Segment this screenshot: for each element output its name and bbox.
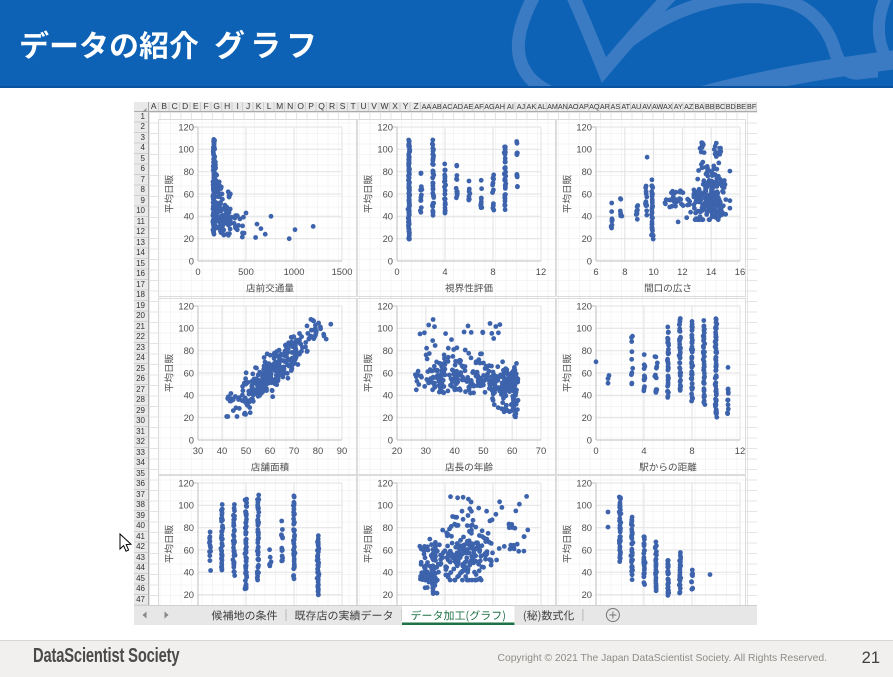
svg-text:90: 90 — [337, 445, 347, 456]
svg-text:100: 100 — [377, 323, 393, 334]
svg-text:100: 100 — [576, 144, 592, 155]
svg-text:16: 16 — [735, 266, 745, 277]
svg-text:0: 0 — [587, 255, 592, 266]
svg-text:120: 120 — [377, 477, 393, 488]
svg-text:60: 60 — [184, 544, 194, 555]
svg-text:80: 80 — [383, 522, 393, 533]
svg-text:8: 8 — [490, 266, 495, 277]
svg-text:120: 120 — [178, 121, 194, 132]
svg-text:0: 0 — [388, 434, 393, 445]
svg-text:120: 120 — [178, 300, 194, 311]
svg-text:120: 120 — [178, 477, 194, 488]
svg-text:0: 0 — [394, 266, 399, 277]
svg-text:60: 60 — [507, 445, 517, 456]
svg-text:0: 0 — [388, 255, 393, 266]
svg-text:120: 120 — [576, 300, 592, 311]
svg-text:20: 20 — [392, 445, 402, 456]
svg-text:20: 20 — [582, 589, 592, 600]
svg-text:40: 40 — [217, 445, 227, 456]
svg-text:0: 0 — [587, 434, 592, 445]
svg-text:40: 40 — [582, 390, 592, 401]
svg-text:40: 40 — [582, 211, 592, 222]
svg-text:12: 12 — [677, 266, 687, 277]
svg-text:60: 60 — [184, 188, 194, 199]
svg-text:120: 120 — [576, 121, 592, 132]
svg-text:30: 30 — [193, 445, 203, 456]
svg-text:40: 40 — [383, 567, 393, 578]
svg-text:4: 4 — [442, 266, 447, 277]
svg-text:14: 14 — [706, 266, 716, 277]
svg-text:100: 100 — [377, 500, 393, 511]
svg-text:60: 60 — [582, 544, 592, 555]
svg-text:60: 60 — [582, 367, 592, 378]
svg-text:1500: 1500 — [332, 266, 353, 277]
svg-text:100: 100 — [377, 144, 393, 155]
svg-text:40: 40 — [184, 211, 194, 222]
svg-text:30: 30 — [421, 445, 431, 456]
svg-text:20: 20 — [383, 233, 393, 244]
svg-text:60: 60 — [184, 367, 194, 378]
svg-text:20: 20 — [184, 412, 194, 423]
svg-text:20: 20 — [582, 412, 592, 423]
svg-text:80: 80 — [582, 345, 592, 356]
svg-text:40: 40 — [184, 567, 194, 578]
svg-text:40: 40 — [582, 567, 592, 578]
svg-text:8: 8 — [689, 445, 694, 456]
svg-text:40: 40 — [383, 390, 393, 401]
svg-text:80: 80 — [383, 345, 393, 356]
svg-text:60: 60 — [265, 445, 275, 456]
svg-text:20: 20 — [383, 589, 393, 600]
svg-text:80: 80 — [184, 345, 194, 356]
svg-text:0: 0 — [189, 434, 194, 445]
svg-text:0: 0 — [593, 445, 598, 456]
svg-text:20: 20 — [184, 589, 194, 600]
svg-text:100: 100 — [178, 323, 194, 334]
svg-text:20: 20 — [184, 233, 194, 244]
svg-text:60: 60 — [383, 188, 393, 199]
svg-text:20: 20 — [383, 412, 393, 423]
svg-text:80: 80 — [582, 166, 592, 177]
svg-text:80: 80 — [313, 445, 323, 456]
svg-text:60: 60 — [383, 367, 393, 378]
svg-text:20: 20 — [582, 233, 592, 244]
svg-text:80: 80 — [582, 522, 592, 533]
svg-text:12: 12 — [536, 266, 546, 277]
svg-text:50: 50 — [241, 445, 251, 456]
svg-text:70: 70 — [289, 445, 299, 456]
svg-text:70: 70 — [536, 445, 546, 456]
svg-text:10: 10 — [648, 266, 658, 277]
svg-text:40: 40 — [184, 390, 194, 401]
svg-text:80: 80 — [383, 166, 393, 177]
svg-text:0: 0 — [195, 266, 200, 277]
svg-text:100: 100 — [178, 144, 194, 155]
svg-text:100: 100 — [576, 323, 592, 334]
svg-text:80: 80 — [184, 166, 194, 177]
svg-text:120: 120 — [377, 121, 393, 132]
svg-text:12: 12 — [735, 445, 745, 456]
svg-text:1000: 1000 — [284, 266, 305, 277]
svg-text:60: 60 — [383, 544, 393, 555]
svg-text:500: 500 — [238, 266, 254, 277]
svg-text:40: 40 — [449, 445, 459, 456]
svg-text:80: 80 — [184, 522, 194, 533]
svg-text:100: 100 — [178, 500, 194, 511]
svg-text:40: 40 — [383, 211, 393, 222]
svg-text:60: 60 — [582, 188, 592, 199]
svg-text:100: 100 — [576, 500, 592, 511]
svg-text:0: 0 — [189, 255, 194, 266]
svg-text:8: 8 — [622, 266, 627, 277]
svg-text:4: 4 — [641, 445, 646, 456]
svg-text:120: 120 — [576, 477, 592, 488]
svg-text:6: 6 — [593, 266, 598, 277]
svg-text:120: 120 — [377, 300, 393, 311]
svg-text:50: 50 — [478, 445, 488, 456]
